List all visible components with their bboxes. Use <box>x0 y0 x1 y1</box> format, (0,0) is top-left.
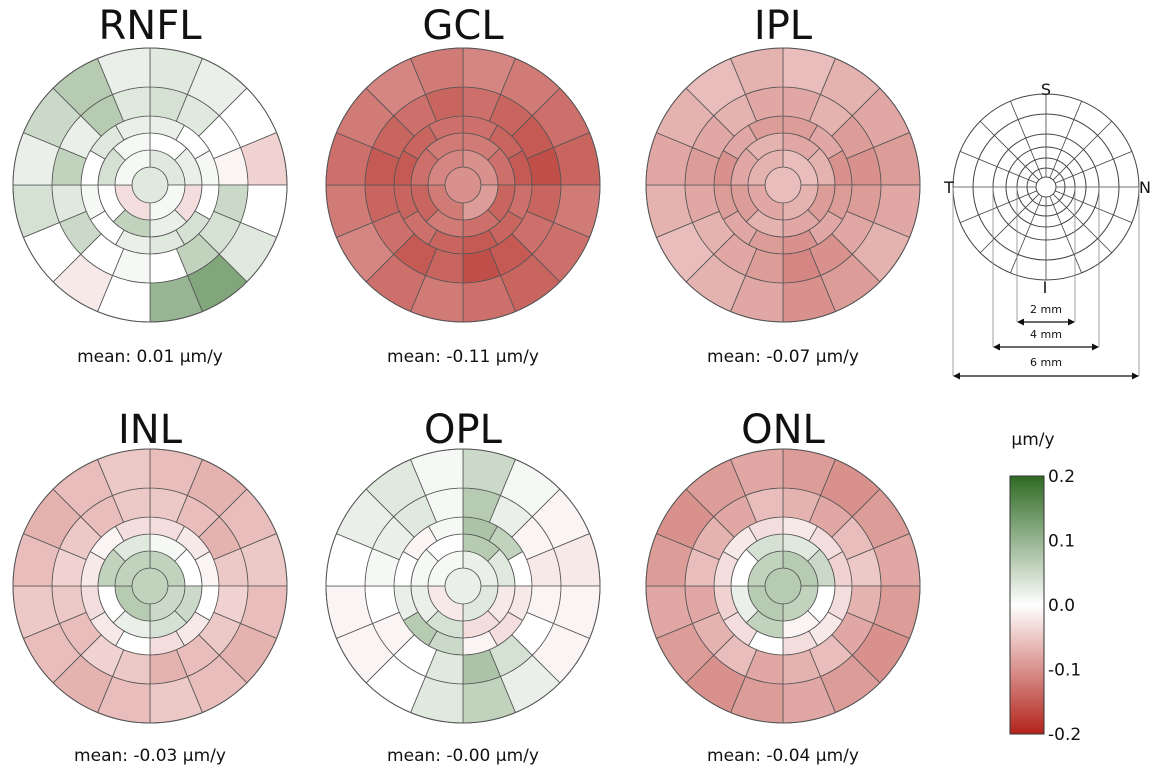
map-outline <box>12 47 288 323</box>
map-outline <box>325 448 601 724</box>
map-outline <box>645 47 921 323</box>
arrow-head <box>1092 343 1099 351</box>
schematic-spoke <box>1010 100 1043 178</box>
legend-tick-label: -0.1 <box>1048 661 1081 681</box>
legend-unit: µm/y <box>1011 430 1054 450</box>
schematic-spoke <box>979 193 1040 254</box>
schematic-spoke <box>1010 196 1043 274</box>
measure-label: 2 mm <box>1030 303 1062 316</box>
title-ipl: IPL <box>753 3 813 49</box>
legend-colorbar <box>1009 475 1045 735</box>
title-rnfl: RNFL <box>98 3 202 49</box>
title-inl: INL <box>117 407 182 453</box>
legend-tick-label: 0.0 <box>1048 596 1075 616</box>
mean-rnfl: mean: 0.01 µm/y <box>77 347 223 367</box>
map-outline <box>645 448 921 724</box>
title-opl: OPL <box>424 407 502 453</box>
mean-onl: mean: -0.04 µm/y <box>707 746 859 766</box>
legend-tick-label: 0.2 <box>1048 467 1075 487</box>
schematic-spoke <box>959 151 1037 184</box>
schematic-spoke <box>1052 193 1113 254</box>
label-temporal: T <box>943 178 954 197</box>
map-opl <box>325 448 601 724</box>
schematic-spoke <box>1055 151 1133 184</box>
map-inl <box>12 448 288 724</box>
title-onl: ONL <box>741 407 825 453</box>
arrow-head <box>953 372 960 380</box>
schematic-spoke <box>1049 100 1082 178</box>
mean-inl: mean: -0.03 µm/y <box>74 746 226 766</box>
arrow-head <box>993 343 1000 351</box>
arrow-head <box>1132 372 1139 380</box>
schematic-grid: S T N I 2 mm 4 mm 6 mm <box>943 80 1151 380</box>
legend-tick-label: 0.1 <box>1048 532 1075 552</box>
measure-label: 6 mm <box>1030 356 1062 369</box>
mean-ipl: mean: -0.07 µm/y <box>707 347 859 367</box>
schematic-ring <box>1035 176 1057 198</box>
schematic-spoke <box>1049 196 1082 274</box>
schematic-spoke <box>1052 120 1113 181</box>
arrow-head <box>1017 318 1024 326</box>
arrow-head <box>1068 318 1075 326</box>
schematic-spoke <box>979 120 1040 181</box>
map-onl <box>645 448 921 724</box>
map-outline <box>325 47 601 323</box>
map-gcl <box>325 47 601 323</box>
map-outline <box>12 448 288 724</box>
label-inferior: I <box>1043 278 1048 297</box>
map-rnfl <box>12 47 288 323</box>
label-superior: S <box>1041 80 1051 99</box>
schematic-spoke <box>1055 190 1133 223</box>
map-ipl <box>645 47 921 323</box>
color-legend: µm/y 0.2 0.1 0.0 -0.1 -0.2 <box>1009 430 1081 745</box>
legend-tick-label: -0.2 <box>1048 725 1081 745</box>
mean-gcl: mean: -0.11 µm/y <box>387 347 539 367</box>
measure-label: 4 mm <box>1030 328 1062 341</box>
schematic-spoke <box>959 190 1037 223</box>
label-nasal: N <box>1139 178 1151 197</box>
title-gcl: GCL <box>422 3 504 49</box>
mean-opl: mean: -0.00 µm/y <box>387 746 539 766</box>
